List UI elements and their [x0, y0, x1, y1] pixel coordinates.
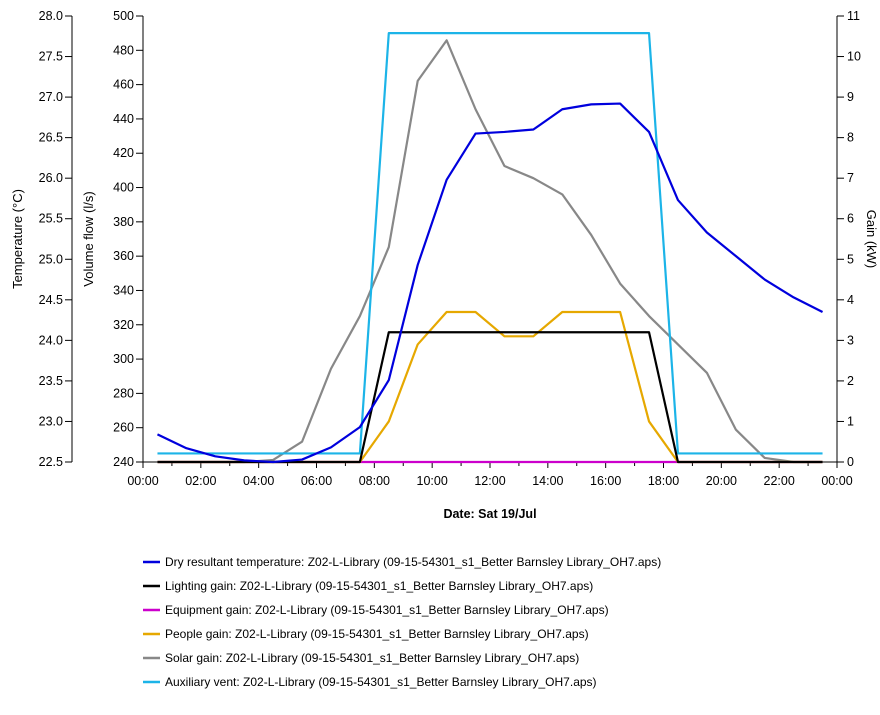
x-tick-label: 22:00	[764, 474, 795, 488]
volume-flow-tick-label: 480	[113, 43, 134, 57]
ticks: 28.0 27.5 27.0 26.5 26.0 25.5 25.0 24.5 24.0 23.5…	[39, 9, 861, 488]
temperature-tick-label: 27.5	[39, 50, 63, 64]
volume-flow-tick-label: 240	[113, 455, 134, 469]
gain-tick-label: 0	[847, 455, 854, 469]
volume-flow-tick-label: 340	[113, 283, 134, 297]
legend-label: Equipment gain: Z02-L-Library (09-15-543…	[165, 603, 609, 617]
legend-label: Dry resultant temperature: Z02-L-Library…	[165, 555, 661, 569]
volume-flow-tick-label: 420	[113, 146, 134, 160]
volume-flow-tick-label: 360	[113, 249, 134, 263]
series-line-0	[156, 102, 824, 464]
temperature-tick-label: 26.0	[39, 171, 63, 185]
axes	[71, 16, 838, 463]
x-tick-label: 16:00	[590, 474, 621, 488]
temperature-tick-label: 22.5	[39, 455, 63, 469]
x-axis-title: Date: Sat 19/Jul	[443, 507, 536, 521]
gain-tick-label: 7	[847, 171, 854, 185]
x-tick-label: 10:00	[417, 474, 448, 488]
gain-tick-label: 2	[847, 374, 854, 388]
x-tick-label: 02:00	[185, 474, 216, 488]
temperature-tick-label: 25.0	[39, 252, 63, 266]
temperature-tick-label: 24.0	[39, 333, 63, 347]
gain-tick-label: 8	[847, 131, 854, 145]
volume-flow-tick-label: 400	[113, 181, 134, 195]
temperature-tick-label: 24.5	[39, 293, 63, 307]
legend-label: People gain: Z02-L-Library (09-15-54301_…	[165, 627, 589, 641]
temperature-tick-label: 28.0	[39, 9, 63, 23]
gain-tick-label: 9	[847, 90, 854, 104]
volume-flow-tick-label: 500	[113, 9, 134, 23]
gain-tick-label: 10	[847, 50, 861, 64]
gain-tick-label: 1	[847, 414, 854, 428]
x-tick-label: 18:00	[648, 474, 679, 488]
gain-tick-label: 5	[847, 252, 854, 266]
x-tick-label: 00:00	[127, 474, 158, 488]
x-tick-label: 20:00	[706, 474, 737, 488]
temperature-tick-label: 27.0	[39, 90, 63, 104]
volume-flow-tick-label: 460	[113, 78, 134, 92]
volume-flow-axis-title: Volume flow (l/s)	[81, 191, 96, 286]
series-line-4	[157, 39, 823, 464]
temperature-axis-title: Temperature (°C)	[10, 189, 25, 289]
gain-tick-label: 4	[847, 293, 854, 307]
temperature-tick-label: 23.0	[39, 414, 63, 428]
x-tick-label: 06:00	[301, 474, 332, 488]
volume-flow-tick-label: 300	[113, 352, 134, 366]
plot-area	[156, 32, 824, 464]
temperature-tick-label: 26.5	[39, 131, 63, 145]
gain-tick-label: 3	[847, 333, 854, 347]
x-tick-label: 00:00	[821, 474, 852, 488]
volume-flow-tick-label: 280	[113, 386, 134, 400]
temperature-tick-label: 25.5	[39, 212, 63, 226]
legend-label: Auxiliary vent: Z02-L-Library (09-15-543…	[165, 675, 597, 689]
legend-label: Lighting gain: Z02-L-Library (09-15-5430…	[165, 579, 593, 593]
series-line-1	[157, 331, 823, 464]
x-tick-label: 14:00	[532, 474, 563, 488]
volume-flow-tick-label: 380	[113, 215, 134, 229]
volume-flow-tick-label: 440	[113, 112, 134, 126]
x-tick-label: 12:00	[474, 474, 505, 488]
temperature-tick-label: 23.5	[39, 374, 63, 388]
gain-tick-label: 11	[847, 9, 860, 23]
gain-axis-title: Gain (kW)	[864, 210, 879, 269]
legend-label: Solar gain: Z02-L-Library (09-15-54301_s…	[165, 651, 579, 665]
legend: Dry resultant temperature: Z02-L-Library…	[143, 555, 661, 689]
gain-tick-label: 6	[847, 212, 854, 226]
volume-flow-tick-label: 320	[113, 318, 134, 332]
volume-flow-tick-label: 260	[113, 421, 134, 435]
x-tick-label: 04:00	[243, 474, 274, 488]
series-line-5	[157, 32, 823, 455]
x-tick-label: 08:00	[359, 474, 390, 488]
series-line-3	[157, 310, 823, 464]
